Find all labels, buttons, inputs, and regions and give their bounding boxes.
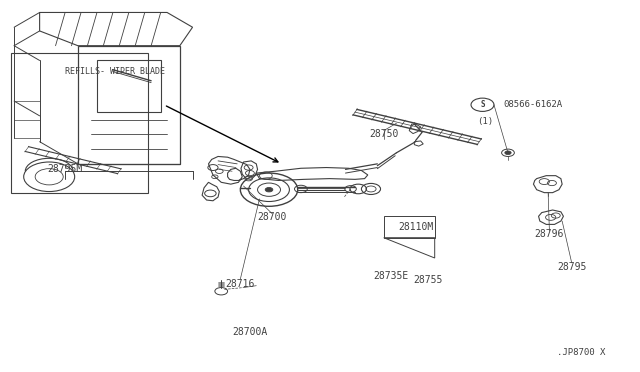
Bar <box>384 215 435 238</box>
Text: .JP8700 X: .JP8700 X <box>557 348 605 357</box>
Text: 08566-6162A: 08566-6162A <box>504 100 563 109</box>
Text: 28110M: 28110M <box>398 222 433 232</box>
Text: REFILLS- WIPER BLADE: REFILLS- WIPER BLADE <box>65 67 165 76</box>
Text: 28795M: 28795M <box>47 164 83 174</box>
Text: 28735E: 28735E <box>374 272 409 282</box>
Text: 28716: 28716 <box>226 279 255 289</box>
Bar <box>11 53 148 193</box>
Text: 28700A: 28700A <box>232 327 268 337</box>
Text: 28755: 28755 <box>413 275 443 285</box>
Text: 28795: 28795 <box>557 262 586 272</box>
Text: 28700: 28700 <box>257 212 287 222</box>
Text: 28750: 28750 <box>369 129 399 139</box>
Text: 28796: 28796 <box>534 229 564 239</box>
Text: S: S <box>480 100 485 109</box>
Circle shape <box>265 187 273 192</box>
Text: (1): (1) <box>477 117 493 126</box>
Circle shape <box>505 151 511 155</box>
